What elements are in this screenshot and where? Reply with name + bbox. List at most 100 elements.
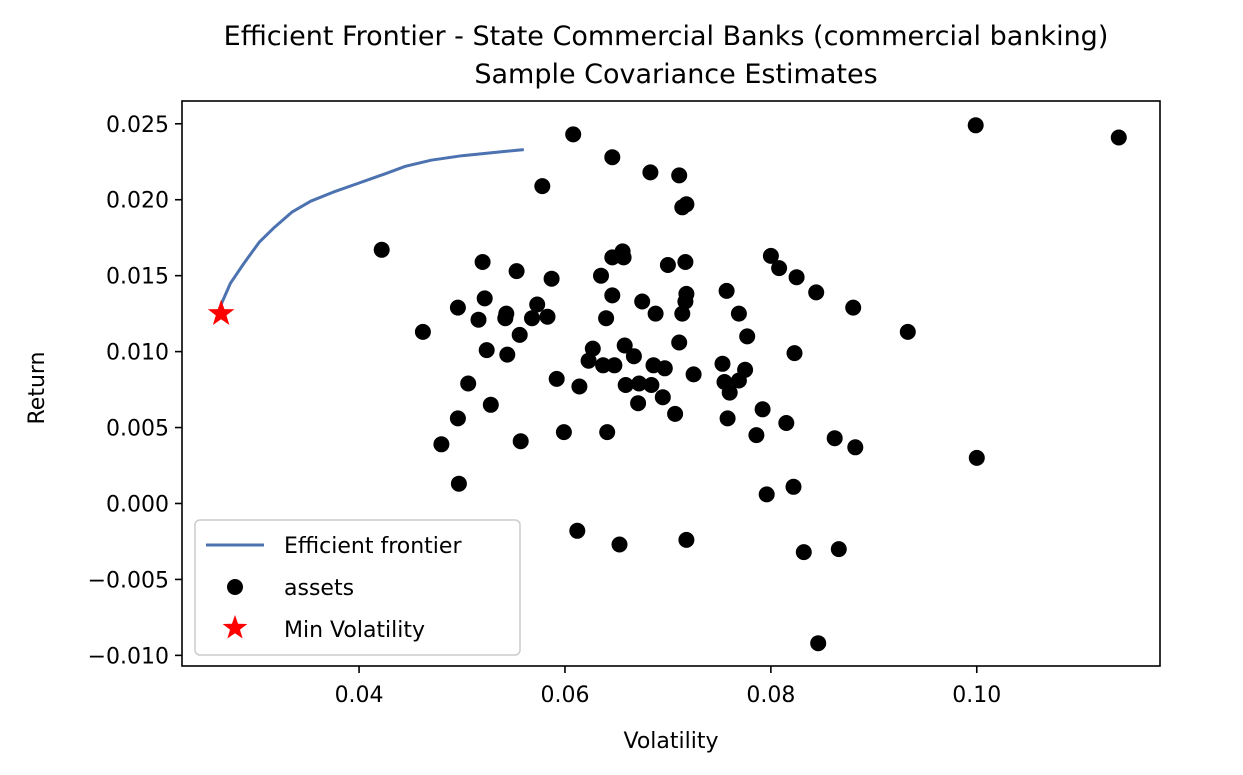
asset-point (565, 126, 582, 143)
y-axis-ticks: −0.010 −0.005 0.000 0.005 0.010 0.015 0.020 0.0… (88, 113, 182, 669)
asset-point (826, 430, 843, 447)
y-tick-label: 0.010 (106, 341, 169, 366)
legend-min-volatility-label: Min Volatility (284, 618, 425, 643)
asset-point (598, 310, 615, 327)
asset-point (739, 328, 756, 345)
asset-point (771, 260, 788, 277)
asset-point (617, 377, 634, 393)
y-tick-label: −0.005 (88, 568, 169, 593)
legend: Efficient frontier assets Min Volatility (194, 519, 521, 656)
asset-point (555, 424, 572, 441)
asset-point (625, 348, 642, 365)
asset-point (524, 310, 540, 327)
asset-point (718, 282, 735, 299)
asset-point (569, 522, 586, 539)
x-tick-label: 0.04 (335, 683, 384, 708)
asset-point (470, 311, 487, 328)
y-tick-label: 0.000 (106, 492, 169, 517)
asset-point (539, 308, 556, 325)
asset-point (671, 167, 688, 184)
asset-point (685, 366, 702, 383)
x-tick-label: 0.08 (746, 683, 795, 708)
asset-point (737, 361, 754, 378)
y-tick-label: −0.010 (88, 644, 169, 669)
asset-point (677, 254, 694, 270)
asset-point (845, 299, 862, 316)
asset-point (899, 323, 916, 340)
y-tick-label: 0.005 (106, 417, 169, 442)
asset-point (758, 486, 775, 503)
asset-point (721, 384, 738, 401)
asset-point (433, 436, 450, 453)
asset-point (643, 377, 660, 393)
asset-point (580, 352, 597, 369)
asset-point (714, 355, 731, 372)
x-tick-label: 0.10 (952, 683, 1001, 708)
asset-point (654, 389, 671, 406)
legend-box (194, 519, 521, 656)
asset-point (595, 357, 612, 374)
asset-point (478, 342, 495, 359)
asset-point (762, 247, 779, 264)
y-tick-label: 0.025 (106, 113, 169, 138)
legend-assets-swatch (227, 579, 243, 595)
asset-point (414, 323, 431, 340)
asset-point (674, 305, 691, 322)
asset-point (606, 357, 623, 374)
asset-point (674, 199, 691, 216)
asset-point (584, 340, 601, 357)
asset-point (830, 541, 847, 558)
asset-point (678, 531, 695, 548)
asset-point (543, 270, 560, 287)
asset-point (786, 345, 803, 362)
asset-point (968, 449, 985, 466)
asset-point (677, 293, 694, 310)
axes-frame (181, 100, 1161, 667)
asset-point (373, 241, 390, 258)
asset-point (476, 290, 493, 307)
plot-area (207, 117, 1127, 652)
asset-point (967, 117, 984, 134)
asset-point (616, 337, 633, 354)
asset-point (659, 257, 676, 273)
asset-point (450, 475, 467, 492)
asset-point (449, 299, 466, 316)
asset-point (634, 293, 651, 310)
asset-point (808, 284, 825, 301)
asset-point (599, 424, 616, 441)
asset-point (482, 396, 499, 413)
asset-point (529, 296, 546, 313)
y-axis-label: Return (25, 351, 50, 424)
asset-point (667, 405, 684, 422)
asset-point (785, 478, 802, 495)
legend-frontier-label: Efficient frontier (284, 534, 462, 559)
asset-point (647, 305, 664, 322)
asset-point (847, 439, 864, 456)
asset-point (508, 263, 525, 280)
y-tick-label: 0.020 (106, 189, 169, 214)
asset-point (810, 635, 827, 652)
asset-point (604, 149, 621, 166)
asset-point (631, 375, 648, 392)
asset-point (748, 427, 765, 444)
asset-point (611, 536, 628, 553)
asset-point (499, 346, 516, 363)
legend-min-volatility-swatch (222, 615, 248, 639)
efficient-frontier-line (219, 148, 524, 306)
asset-point (656, 360, 673, 377)
asset-point (630, 395, 647, 412)
asset-point (498, 305, 515, 322)
asset-point (593, 267, 609, 284)
asset-point (730, 305, 747, 322)
chart-title: Efficient Frontier - State Commercial Ba… (224, 21, 1109, 52)
asset-point (671, 334, 688, 351)
chart-subtitle: Sample Covariance Estimates (474, 59, 877, 90)
asset-point (474, 254, 491, 270)
asset-point (512, 433, 529, 450)
asset-point (795, 544, 812, 561)
y-tick-label: 0.015 (106, 265, 169, 290)
asset-point (449, 410, 466, 427)
x-axis-label: Volatility (623, 729, 718, 754)
asset-point (615, 249, 632, 266)
asset-point (460, 375, 477, 392)
